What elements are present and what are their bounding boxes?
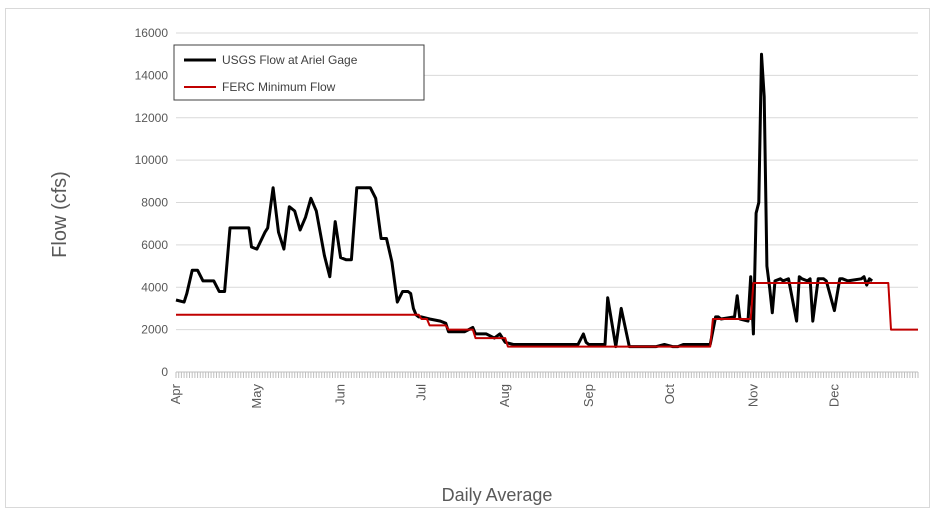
series-lines: [175, 52, 918, 349]
legend: USGS Flow at Ariel Gage FERC Minimum Flo…: [173, 44, 425, 101]
y-tick-label: 8000: [141, 196, 168, 210]
series-usgs-flow-line: [175, 52, 874, 349]
gridlines: [176, 32, 918, 373]
legend-box: [173, 44, 425, 101]
chart-frame: 0 2000 4000 6000 8000 10000 12000 14000 16000 Apr…: [5, 8, 930, 508]
x-tick-label: Dec: [826, 384, 841, 408]
y-tick-label: 2000: [141, 323, 168, 337]
x-tick-label: Nov: [745, 384, 760, 408]
y-tick-label: 4000: [141, 280, 168, 294]
x-tick-label: May: [249, 384, 264, 409]
x-tick-label: Aug: [497, 384, 512, 407]
x-axis-label: Daily Average: [442, 485, 553, 505]
x-tick-label: Oct: [662, 384, 677, 405]
x-tick-label: Apr: [168, 383, 183, 404]
y-tick-label: 12000: [135, 111, 169, 125]
y-tick-label: 16000: [135, 26, 169, 40]
legend-label-ferc: FERC Minimum Flow: [222, 80, 336, 94]
x-tick-label: Jul: [414, 384, 429, 401]
x-daily-ticks: [175, 372, 919, 378]
x-tick-label: Jun: [333, 384, 348, 405]
y-tick-label: 0: [161, 365, 168, 379]
axes: 0 2000 4000 6000 8000 10000 12000 14000 16000 Apr…: [135, 26, 919, 409]
legend-label-usgs: USGS Flow at Ariel Gage: [222, 53, 358, 67]
y-tick-label: 6000: [141, 238, 168, 252]
flow-chart: 0 2000 4000 6000 8000 10000 12000 14000 16000 Apr…: [49, 26, 919, 505]
y-axis-label: Flow (cfs): [49, 171, 71, 258]
series-ferc-minimum-line: [176, 282, 918, 348]
x-tick-label: Sep: [581, 384, 596, 407]
y-tick-label: 14000: [135, 68, 169, 82]
y-tick-label: 10000: [135, 153, 169, 167]
